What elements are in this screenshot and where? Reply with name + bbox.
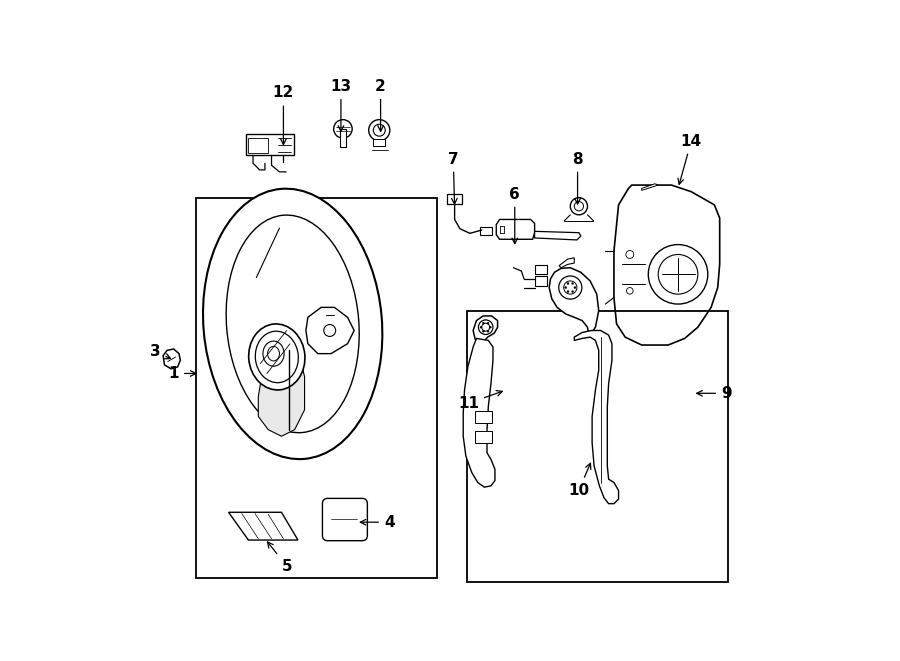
Ellipse shape xyxy=(226,215,359,433)
Polygon shape xyxy=(306,307,355,354)
Ellipse shape xyxy=(490,327,491,328)
Bar xyxy=(535,265,546,274)
Ellipse shape xyxy=(564,287,567,288)
Text: 12: 12 xyxy=(273,85,294,145)
Polygon shape xyxy=(574,330,618,504)
Polygon shape xyxy=(549,268,598,337)
Bar xyxy=(480,227,491,235)
Ellipse shape xyxy=(567,282,569,284)
Bar xyxy=(195,198,436,578)
Ellipse shape xyxy=(572,282,573,284)
Ellipse shape xyxy=(482,322,484,324)
Bar xyxy=(339,129,346,147)
Polygon shape xyxy=(258,337,304,436)
Bar xyxy=(374,139,385,146)
Text: 9: 9 xyxy=(697,386,732,401)
Bar xyxy=(475,411,491,423)
Ellipse shape xyxy=(574,287,576,288)
Text: 3: 3 xyxy=(150,344,171,359)
Ellipse shape xyxy=(480,327,482,328)
Ellipse shape xyxy=(203,188,382,459)
Polygon shape xyxy=(496,219,535,239)
Polygon shape xyxy=(642,184,658,190)
Text: 10: 10 xyxy=(568,463,590,498)
Ellipse shape xyxy=(334,120,352,138)
Text: 14: 14 xyxy=(678,134,702,184)
Ellipse shape xyxy=(571,198,588,215)
Bar xyxy=(466,311,727,582)
Text: 11: 11 xyxy=(458,391,502,410)
Text: 7: 7 xyxy=(448,151,459,204)
Text: 5: 5 xyxy=(267,542,292,574)
Ellipse shape xyxy=(482,330,484,332)
Text: 2: 2 xyxy=(375,79,386,132)
Ellipse shape xyxy=(256,331,298,383)
Ellipse shape xyxy=(369,120,390,141)
Bar xyxy=(248,138,268,153)
Polygon shape xyxy=(535,231,581,240)
Polygon shape xyxy=(229,512,298,540)
Ellipse shape xyxy=(572,291,573,293)
Ellipse shape xyxy=(248,324,305,390)
Polygon shape xyxy=(559,258,574,268)
Ellipse shape xyxy=(487,322,489,324)
Polygon shape xyxy=(464,338,495,487)
Bar xyxy=(535,276,546,286)
Text: 1: 1 xyxy=(168,366,196,381)
Bar xyxy=(447,194,462,204)
Text: 4: 4 xyxy=(360,515,394,529)
FancyBboxPatch shape xyxy=(322,498,367,541)
Text: 8: 8 xyxy=(572,151,583,204)
Bar xyxy=(247,134,294,155)
Text: 6: 6 xyxy=(509,186,520,244)
Bar xyxy=(475,431,491,443)
Ellipse shape xyxy=(648,245,707,304)
Ellipse shape xyxy=(567,291,569,293)
Ellipse shape xyxy=(487,330,489,332)
Polygon shape xyxy=(473,316,498,344)
Polygon shape xyxy=(163,349,180,369)
Text: 13: 13 xyxy=(330,79,352,132)
Polygon shape xyxy=(614,185,720,345)
